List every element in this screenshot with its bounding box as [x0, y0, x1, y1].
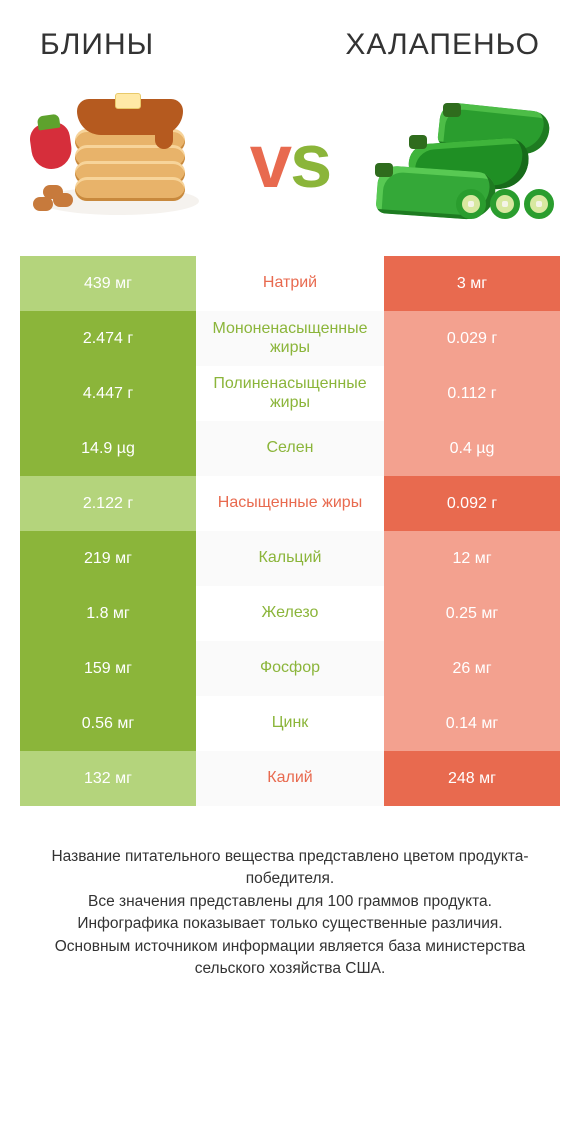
title-left: БЛИНЫ	[40, 28, 154, 62]
nutrient-label: Полиненасыщенные жиры	[196, 366, 384, 421]
value-right: 26 мг	[384, 641, 560, 696]
value-left: 0.56 мг	[20, 696, 196, 751]
nutrient-label: Фосфор	[196, 641, 384, 696]
vs-s: s	[290, 118, 330, 205]
table-row: 439 мгНатрий3 мг	[20, 256, 560, 311]
value-right: 12 мг	[384, 531, 560, 586]
table-row: 219 мгКальций12 мг	[20, 531, 560, 586]
value-right: 248 мг	[384, 751, 560, 806]
hero-row: vs	[20, 86, 560, 256]
value-right: 0.4 µg	[384, 421, 560, 476]
table-row: 2.474 гМононенасыщенные жиры0.029 г	[20, 311, 560, 366]
nutrient-label: Селен	[196, 421, 384, 476]
comparison-table: 439 мгНатрий3 мг2.474 гМононенасыщенные …	[20, 256, 560, 806]
table-row: 2.122 гНасыщенные жиры0.092 г	[20, 476, 560, 531]
value-left: 1.8 мг	[20, 586, 196, 641]
nutrient-label: Железо	[196, 586, 384, 641]
table-row: 4.447 гПолиненасыщенные жиры0.112 г	[20, 366, 560, 421]
value-left: 14.9 µg	[20, 421, 196, 476]
table-row: 0.56 мгЦинк0.14 мг	[20, 696, 560, 751]
value-left: 439 мг	[20, 256, 196, 311]
value-left: 219 мг	[20, 531, 196, 586]
value-right: 0.092 г	[384, 476, 560, 531]
nutrient-label: Насыщенные жиры	[196, 476, 384, 531]
vs-label: vs	[250, 118, 331, 205]
jalapeno-illustration	[366, 96, 556, 226]
value-left: 2.474 г	[20, 311, 196, 366]
value-right: 0.029 г	[384, 311, 560, 366]
table-row: 159 мгФосфор26 мг	[20, 641, 560, 696]
value-right: 0.112 г	[384, 366, 560, 421]
pancakes-illustration	[24, 96, 214, 226]
nutrient-label: Мононенасыщенные жиры	[196, 311, 384, 366]
nutrient-label: Натрий	[196, 256, 384, 311]
value-left: 4.447 г	[20, 366, 196, 421]
table-row: 132 мгКалий248 мг	[20, 751, 560, 806]
table-row: 1.8 мгЖелезо0.25 мг	[20, 586, 560, 641]
title-right: ХАЛАПЕНЬО	[345, 28, 540, 62]
nutrient-label: Цинк	[196, 696, 384, 751]
value-left: 159 мг	[20, 641, 196, 696]
value-right: 0.14 мг	[384, 696, 560, 751]
nutrient-label: Кальций	[196, 531, 384, 586]
value-right: 0.25 мг	[384, 586, 560, 641]
value-left: 2.122 г	[20, 476, 196, 531]
vs-v: v	[250, 118, 290, 205]
nutrient-label: Калий	[196, 751, 384, 806]
value-left: 132 мг	[20, 751, 196, 806]
titles-bar: БЛИНЫ ХАЛАПЕНЬО	[20, 20, 560, 86]
table-row: 14.9 µgСелен0.4 µg	[20, 421, 560, 476]
footer-note: Название питательного вещества представл…	[20, 806, 560, 981]
value-right: 3 мг	[384, 256, 560, 311]
